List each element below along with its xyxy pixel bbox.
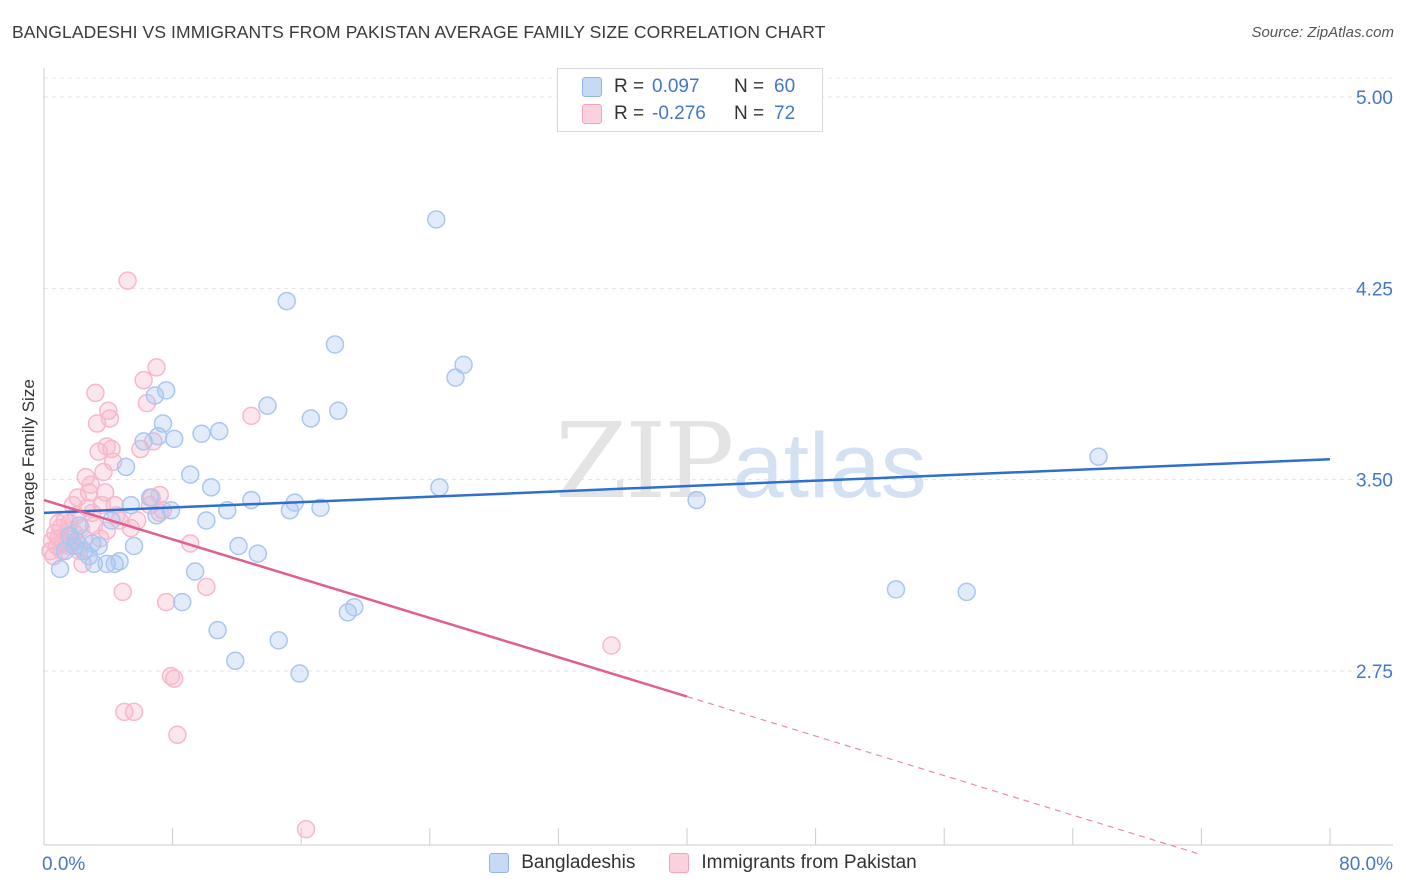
point-pakistan — [118, 271, 137, 290]
trend-line-bangladeshis — [43, 458, 1331, 515]
legend-item-bangladeshis[interactable]: Bangladeshis — [489, 852, 635, 874]
point-bangladeshis — [325, 335, 345, 354]
point-pakistan — [97, 521, 116, 540]
point-pakistan — [242, 406, 261, 426]
point-bangladeshis — [147, 506, 166, 525]
point-bangladeshis — [82, 534, 102, 553]
point-pakistan — [49, 513, 68, 533]
point-bangladeshis — [197, 511, 216, 530]
y-tick-label: 3.50 — [1356, 471, 1393, 492]
point-bangladeshis — [192, 424, 211, 443]
stats-legend-row-pakistan: R = -0.276 N = 72 — [582, 102, 795, 126]
point-bangladeshis — [226, 651, 245, 671]
point-bangladeshis — [454, 355, 473, 375]
x-tick-label: 80.0% — [1339, 854, 1393, 875]
point-bangladeshis — [70, 516, 89, 535]
point-bangladeshis — [426, 210, 446, 229]
point-bangladeshis — [430, 478, 449, 497]
point-bangladeshis — [258, 396, 277, 415]
point-bangladeshis — [84, 554, 104, 574]
point-pakistan — [124, 702, 144, 722]
point-pakistan — [161, 666, 181, 686]
chart-title: BANGLADESHI VS IMMIGRANTS FROM PAKISTAN … — [12, 22, 826, 42]
point-bangladeshis — [344, 597, 364, 617]
point-bangladeshis — [121, 495, 141, 515]
point-bangladeshis — [290, 664, 309, 683]
r-value: -0.276 — [652, 103, 706, 124]
point-pakistan — [81, 475, 100, 495]
point-pakistan — [115, 702, 134, 722]
point-bangladeshis — [269, 631, 288, 650]
legend-item-pakistan[interactable]: Immigrants from Pakistan — [669, 852, 917, 874]
n-value: 72 — [774, 103, 796, 124]
r-value: 0.097 — [652, 76, 700, 97]
point-bangladeshis — [301, 409, 321, 428]
point-bangladeshis — [164, 429, 184, 449]
point-bangladeshis — [172, 592, 192, 612]
point-bangladeshis — [145, 386, 165, 405]
point-bangladeshis — [201, 478, 221, 497]
point-pakistan — [197, 577, 216, 597]
point-bangladeshis — [153, 414, 173, 433]
point-bangladeshis — [66, 531, 86, 551]
point-bangladeshis — [140, 488, 160, 507]
point-bangladeshis — [277, 291, 296, 311]
point-bangladeshis — [687, 490, 706, 510]
point-pakistan — [164, 669, 184, 688]
trend-line-pakistan-extension — [686, 695, 1202, 856]
source-label: Source: ZipAtlas.com — [1251, 24, 1394, 41]
point-bangladeshis — [328, 401, 348, 421]
point-bangladeshis — [156, 381, 176, 400]
point-bangladeshis — [1089, 447, 1108, 466]
n-label: N = — [734, 103, 765, 124]
point-pakistan — [113, 582, 133, 602]
point-bangladeshis — [185, 562, 205, 581]
trend-line-pakistan — [43, 498, 688, 698]
point-pakistan — [86, 383, 105, 403]
point-pakistan — [134, 370, 153, 390]
r-label: R = — [614, 76, 645, 97]
point-pakistan — [100, 409, 120, 428]
legend-swatch-pakistan — [582, 104, 602, 124]
n-value: 60 — [774, 76, 796, 97]
point-bangladeshis — [208, 620, 227, 640]
legend-label-bangladeshis: Bangladeshis — [521, 852, 636, 873]
point-bangladeshis — [50, 559, 70, 579]
legend-swatch-pakistan — [669, 853, 690, 873]
point-bangladeshis — [311, 498, 330, 517]
point-bangladeshis — [248, 544, 268, 563]
point-bangladeshis — [116, 457, 136, 477]
point-pakistan — [95, 483, 115, 502]
point-bangladeshis — [124, 536, 144, 556]
n-label: N = — [734, 76, 765, 97]
y-tick-label: 2.75 — [1356, 662, 1393, 683]
series-legend: Bangladeshis Immigrants from Pakistan — [0, 852, 1406, 874]
point-bangladeshis — [181, 465, 200, 484]
point-pakistan — [602, 636, 621, 655]
stats-legend: R = 0.097 N = 60 R = -0.276 N = 72 — [557, 68, 823, 132]
point-bangladeshis — [229, 536, 248, 556]
legend-swatch-bangladeshis — [489, 853, 510, 873]
y-tick-label: 4.25 — [1356, 279, 1393, 300]
y-tick-label: 5.00 — [1356, 88, 1393, 109]
r-label: R = — [614, 103, 645, 124]
x-tick-label: 0.0% — [42, 854, 85, 875]
watermark-atlas: atlas — [732, 415, 927, 517]
legend-label-pakistan: Immigrants from Pakistan — [701, 852, 917, 873]
point-bangladeshis — [957, 582, 976, 602]
point-pakistan — [156, 592, 176, 612]
point-bangladeshis — [110, 552, 129, 571]
point-pakistan — [147, 358, 166, 377]
point-bangladeshis — [242, 490, 261, 510]
point-pakistan — [296, 819, 316, 839]
point-pakistan — [168, 725, 187, 745]
legend-swatch-bangladeshis — [582, 77, 602, 97]
point-bangladeshis — [209, 421, 229, 441]
stats-legend-row-bangladeshis: R = 0.097 N = 60 — [582, 75, 795, 99]
y-axis-label: Average Family Size — [19, 379, 38, 535]
point-bangladeshis — [886, 580, 906, 599]
